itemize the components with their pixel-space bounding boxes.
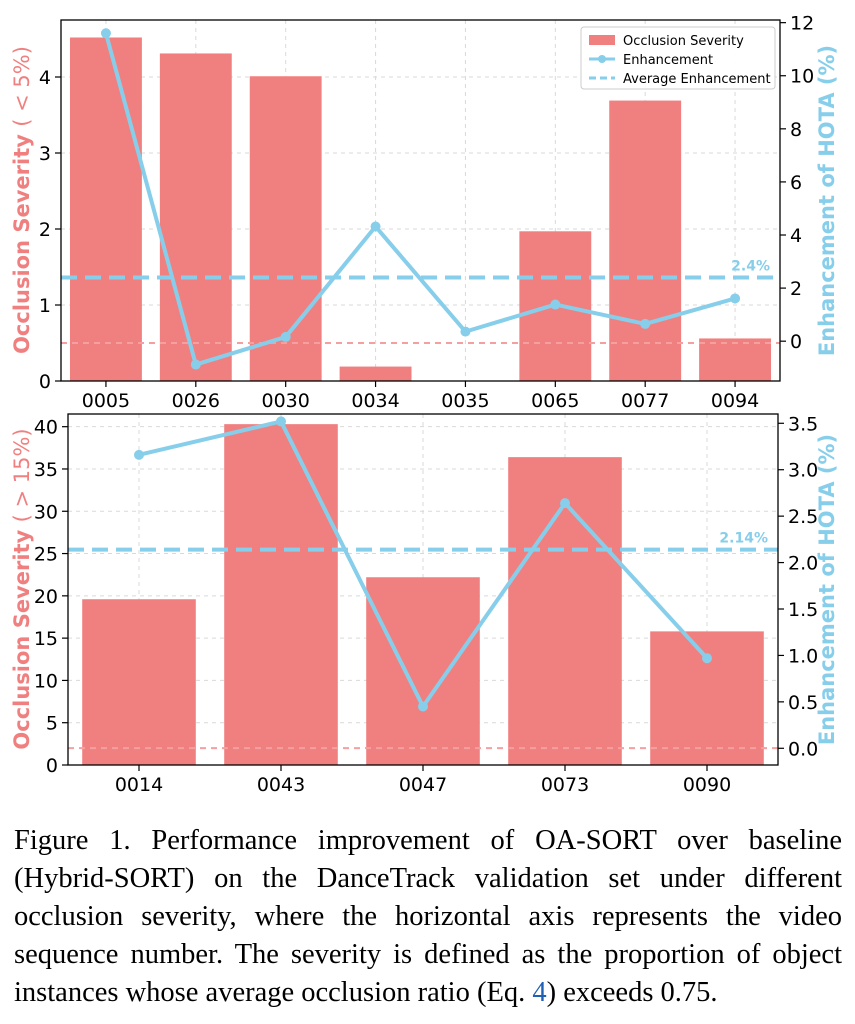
legend-entry-1: Occlusion Severity (623, 34, 744, 49)
enhancement-point-0026 (190, 359, 201, 370)
enhancement-point-0047 (418, 701, 428, 712)
legend-line-marker (598, 55, 606, 63)
bar-0043 (224, 424, 338, 765)
enhancement-point-0005 (100, 28, 111, 39)
y-left-tick-label: 35 (34, 459, 58, 481)
bar-0014 (82, 599, 196, 765)
enhancement-point-0094 (730, 293, 741, 304)
y-left-tick-label: 5 (46, 713, 58, 735)
y-right-axis-label: Enhancement of HOTA (%) (815, 434, 839, 745)
x-tick-label-0047: 0047 (399, 774, 447, 796)
caption-equation-ref[interactable]: 4 (532, 977, 547, 1008)
y-right-tick-label: 0 (790, 331, 802, 353)
enhancement-line (104, 32, 736, 367)
bar-0005 (69, 37, 142, 381)
average-enhancement-label: 2.4% (731, 258, 770, 274)
y-left-tick-label: 15 (34, 628, 58, 650)
enhancement-point-0035 (460, 326, 471, 337)
y-right-tick-label: 10 (790, 66, 814, 88)
legend-bar-swatch (589, 35, 615, 45)
y-left-tick-label: 40 (34, 417, 58, 439)
y-left-axis-label-main: Occlusion Severity (10, 522, 34, 749)
chart-2: 0 5 10 15 20 25 30 35 40 2.14% 0.0 0.5 1.0 1.5 2.0 2.5 3… (10, 413, 839, 796)
y-right-tick-label: 2.5 (788, 506, 818, 528)
y-left-tick-label: 4 (39, 67, 51, 89)
bar-0073 (508, 457, 622, 765)
x-tick-label-0014: 0014 (115, 774, 163, 796)
average-enhancement-label: 2.14% (719, 531, 768, 547)
x-tick-label-0073: 0073 (541, 774, 589, 796)
y-right-tick-label: 0.0 (788, 738, 818, 760)
bar-0047 (366, 577, 480, 765)
y-right-tick-label: 6 (790, 172, 802, 194)
enhancement-point-0065 (550, 299, 561, 310)
y-right-tick-label: 12 (790, 13, 814, 35)
bar-0094 (699, 338, 772, 381)
figure-caption: Figure 1. Performance improvement of OA-… (14, 822, 842, 1012)
y-left-tick-label: 1 (39, 295, 51, 317)
x-tick-label-0090: 0090 (683, 774, 731, 796)
y-right-tick-label: 3.0 (788, 460, 818, 482)
plot-frame (60, 19, 781, 382)
x-tick-label-0094: 0094 (711, 390, 759, 412)
y-left-axis-label-main: Occlusion Severity (10, 127, 34, 354)
enhancement-point-0073 (560, 498, 570, 509)
y-left-axis-label-suffix: ( > 15%) (10, 428, 34, 522)
bar-0077 (609, 100, 682, 381)
caption-tail: ) exceeds 0.75. (546, 977, 718, 1008)
y-left-axis-label-suffix: ( < 5%) (10, 46, 34, 127)
y-right-tick-label: 3.5 (788, 413, 818, 435)
caption-text: Figure 1. Performance improvement of OA-… (14, 825, 842, 1008)
bar-0090 (650, 631, 764, 765)
plot-frame (67, 413, 779, 766)
y-right-tick-label: 1.0 (788, 645, 818, 667)
enhancement-point-0030 (280, 331, 291, 342)
y-right-tick-label: 2.0 (788, 553, 818, 575)
x-tick-label-0026: 0026 (172, 390, 220, 412)
x-tick-label-0077: 0077 (621, 390, 669, 412)
enhancement-point-0014 (134, 449, 144, 460)
x-tick-label-0043: 0043 (257, 774, 305, 796)
y-right-tick-label: 1.5 (788, 599, 818, 621)
x-tick-label-0034: 0034 (351, 390, 399, 412)
legend-entry-2: Enhancement (623, 53, 713, 68)
legend-box (580, 26, 776, 90)
y-left-tick-label: 20 (34, 586, 58, 608)
y-left-tick-label: 3 (39, 143, 51, 165)
y-right-tick-label: 2 (790, 278, 802, 300)
x-tick-label-0030: 0030 (262, 390, 310, 412)
legend: Occlusion Severity Enhancement Average Enh… (580, 26, 776, 90)
y-right-tick-label: 4 (790, 225, 802, 247)
x-tick-label-0005: 0005 (82, 390, 130, 412)
y-left-tick-label: 10 (34, 670, 58, 692)
x-tick-label-0035: 0035 (441, 390, 489, 412)
y-left-axis-label: Occlusion Severity ( > 15%) (10, 428, 34, 749)
y-right-axis-label: Enhancement of HOTA (%) (815, 45, 839, 356)
enhancement-point-0043 (276, 416, 286, 427)
y-left-tick-label: 2 (39, 219, 51, 241)
y-left-tick-label: 0 (39, 371, 51, 393)
legend-entry-3: Average Enhancement (623, 72, 771, 87)
y-left-axis-label: Occlusion Severity ( < 5%) (10, 46, 34, 354)
enhancement-point-0090 (702, 653, 712, 664)
bar-0034 (339, 366, 412, 381)
bar-0030 (249, 76, 322, 382)
y-left-tick-label: 25 (34, 544, 58, 566)
y-left-tick-label: 0 (46, 755, 58, 777)
y-right-tick-label: 8 (790, 119, 802, 141)
y-left-tick-label: 30 (34, 501, 58, 523)
enhancement-point-0034 (370, 221, 381, 232)
bar-0026 (159, 53, 232, 381)
y-right-tick-label: 0.5 (788, 692, 818, 714)
x-tick-label-0065: 0065 (531, 390, 579, 412)
enhancement-point-0077 (640, 318, 651, 329)
